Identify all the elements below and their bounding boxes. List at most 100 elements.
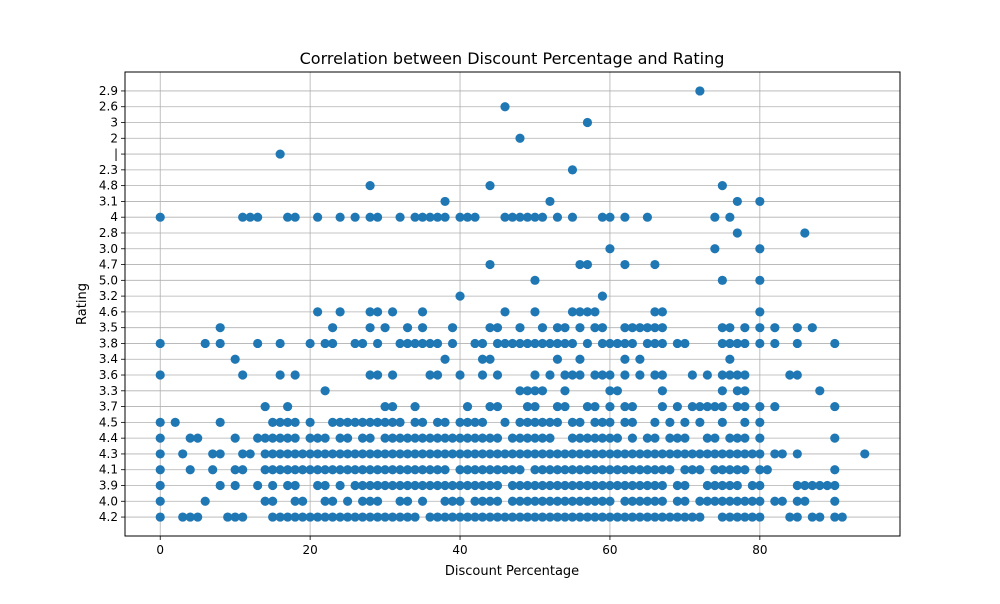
scatter-point: [440, 417, 450, 427]
scatter-point: [537, 386, 548, 396]
scatter-point: [755, 480, 765, 491]
scatter-point: [702, 401, 712, 412]
scatter-point: [290, 465, 300, 475]
scatter-point: [275, 338, 285, 349]
scatter-point: [830, 512, 840, 522]
scatter-point: [537, 480, 548, 491]
scatter-point: [830, 465, 840, 475]
scatter-point: [717, 401, 727, 412]
scatter-point: [395, 212, 405, 222]
scatter-point: [372, 338, 383, 349]
scatter-point: [635, 354, 645, 364]
scatter-point: [447, 449, 458, 459]
scatter-point: [395, 449, 405, 459]
scatter-point: [492, 465, 503, 475]
scatter-point: [462, 401, 473, 412]
scatter-point: [470, 433, 480, 443]
scatter-point: [605, 496, 615, 506]
scatter-point: [725, 370, 735, 380]
scatter-point: [365, 496, 375, 506]
scatter-point: [410, 480, 420, 491]
scatter-point: [328, 449, 338, 459]
scatter-point: [357, 496, 368, 506]
scatter-point: [155, 480, 165, 491]
scatter-point: [477, 465, 488, 475]
scatter-point: [515, 480, 525, 491]
scatter-point: [575, 512, 585, 522]
scatter-point: [612, 465, 623, 475]
scatter-point: [590, 496, 600, 506]
scatter-point: [402, 449, 413, 459]
scatter-point: [717, 480, 727, 491]
scatter-point: [567, 370, 578, 380]
scatter-point: [732, 228, 742, 238]
scatter-point: [477, 433, 488, 443]
scatter-point: [740, 338, 750, 349]
scatter-point: [732, 386, 742, 396]
scatter-point: [470, 465, 480, 475]
scatter-point: [485, 512, 495, 522]
scatter-point: [290, 480, 300, 491]
scatter-point: [357, 512, 368, 522]
scatter-point: [575, 323, 585, 333]
scatter-point: [717, 386, 727, 396]
scatter-point: [530, 480, 540, 491]
scatter-point: [627, 323, 638, 333]
scatter-point: [492, 433, 503, 443]
scatter-point: [238, 212, 248, 222]
scatter-point: [417, 480, 428, 491]
scatter-point: [597, 512, 608, 522]
scatter-point: [680, 417, 690, 427]
scatter-point: [193, 512, 203, 522]
scatter-point: [567, 417, 578, 427]
scatter-point: [387, 433, 398, 443]
scatter-point: [298, 449, 308, 459]
scatter-point: [268, 512, 278, 522]
scatter-point: [717, 370, 727, 380]
scatter-point: [500, 512, 510, 522]
scatter-point: [530, 512, 540, 522]
scatter-point: [447, 496, 458, 506]
scatter-point: [155, 212, 165, 222]
scatter-point: [515, 386, 525, 396]
scatter-point: [357, 433, 368, 443]
scatter-point: [620, 496, 630, 506]
scatter-point: [755, 417, 765, 427]
scatter-point: [268, 433, 278, 443]
scatter-point: [290, 496, 300, 506]
y-tick-label: 4.0: [99, 494, 118, 508]
scatter-point: [552, 401, 563, 412]
scatter-point: [507, 465, 518, 475]
scatter-point: [515, 212, 525, 222]
scatter-point: [777, 496, 787, 506]
scatter-point: [155, 370, 165, 380]
scatter-point: [432, 480, 443, 491]
scatter-point: [260, 496, 270, 506]
scatter-point: [432, 417, 443, 427]
scatter-point: [522, 512, 533, 522]
scatter-point: [507, 449, 518, 459]
scatter-point: [432, 370, 443, 380]
scatter-point: [740, 496, 750, 506]
scatter-point: [657, 338, 668, 349]
scatter-point: [725, 338, 735, 349]
scatter-point: [582, 259, 593, 270]
scatter-point: [605, 417, 615, 427]
scatter-point: [320, 386, 330, 396]
scatter-point: [605, 244, 615, 254]
scatter-point: [372, 512, 383, 522]
scatter-point: [612, 480, 623, 491]
scatter-point: [343, 449, 353, 459]
scatter-point: [335, 417, 345, 427]
scatter-point: [268, 417, 278, 427]
scatter-point: [612, 433, 623, 443]
scatter-point: [567, 433, 578, 443]
scatter-point: [365, 465, 375, 475]
scatter-point: [485, 181, 495, 191]
scatter-point: [417, 323, 428, 333]
scatter-point: [290, 449, 300, 459]
scatter-point: [590, 512, 600, 522]
scatter-point: [560, 338, 570, 349]
scatter-point: [485, 465, 495, 475]
